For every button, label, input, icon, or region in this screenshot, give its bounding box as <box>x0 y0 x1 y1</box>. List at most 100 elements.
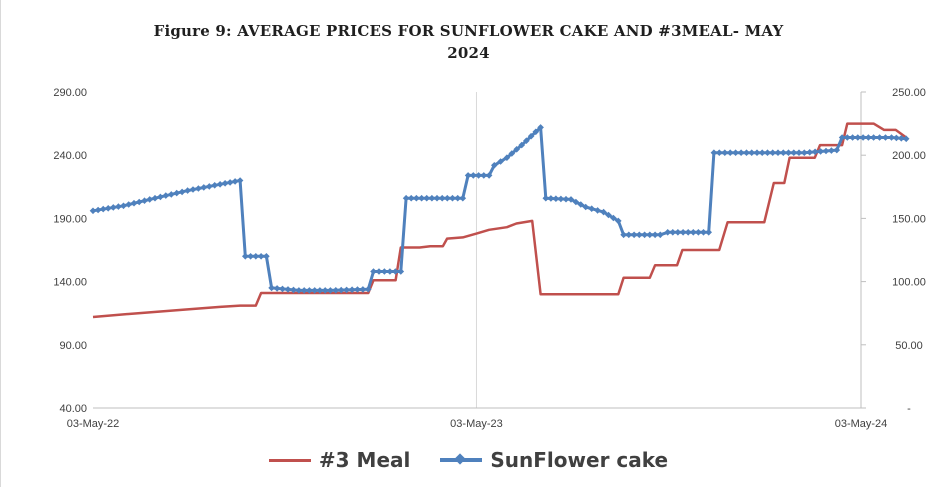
series-point-sunflower <box>184 187 191 194</box>
series-point-sunflower <box>141 197 148 204</box>
series-point-sunflower <box>552 195 560 202</box>
series-point-sunflower <box>523 137 530 144</box>
series-point-sunflower <box>407 194 415 202</box>
series-point-sunflower <box>470 172 477 179</box>
series-point-sunflower <box>888 134 895 141</box>
series-point-sunflower <box>641 231 648 239</box>
series-point-sunflower <box>664 229 671 236</box>
series-point-sunflower <box>753 149 761 156</box>
series-point-sunflower <box>610 214 617 222</box>
series-point-sunflower <box>327 287 334 294</box>
right-y-tick-label: 150.00 <box>892 213 926 225</box>
series-point-sunflower <box>263 253 270 260</box>
series-point-sunflower <box>859 134 867 141</box>
series-point-sunflower <box>542 194 550 202</box>
series-point-sunflower <box>300 287 308 294</box>
series-point-sunflower <box>572 198 580 206</box>
series-point-sunflower <box>513 146 520 153</box>
series-point-sunflower <box>381 268 388 275</box>
series-point-sunflower <box>236 177 244 184</box>
series-point-sunflower <box>247 253 254 260</box>
series-point-sunflower <box>157 193 164 201</box>
series-point-sunflower <box>795 149 803 156</box>
series-point-sunflower <box>428 194 436 202</box>
series-point-sunflower <box>454 194 461 202</box>
series-point-sunflower <box>557 195 565 203</box>
series-point-sunflower <box>173 189 180 197</box>
series-line-meal <box>92 122 907 319</box>
series-point-sunflower <box>527 132 535 140</box>
series-point-sunflower <box>854 134 862 141</box>
series-point-sunflower <box>674 229 682 236</box>
series-point-sunflower <box>615 217 622 225</box>
series-point-sunflower <box>822 147 830 155</box>
series-point-sunflower <box>459 194 467 202</box>
series-point-sunflower <box>449 194 456 202</box>
series-point-sunflower <box>600 208 607 216</box>
series-point-sunflower <box>721 149 729 156</box>
series-point-sunflower <box>146 196 153 203</box>
series-point-sunflower <box>700 229 707 236</box>
series-point-sunflower <box>679 229 687 236</box>
series-point-sunflower <box>882 134 889 141</box>
series-point-sunflower <box>716 149 723 156</box>
series-point-sunflower <box>562 195 570 203</box>
series-point-sunflower <box>290 286 297 294</box>
legend-swatch-meal <box>268 458 311 462</box>
series-point-sunflower <box>168 191 175 198</box>
series-point-sunflower <box>354 286 361 293</box>
series-point-sunflower <box>695 229 702 236</box>
series-point-sunflower <box>444 194 451 202</box>
series-point-sunflower <box>231 178 239 185</box>
series-point-sunflower <box>94 206 102 214</box>
series-point-sunflower <box>726 149 734 156</box>
series-point-sunflower <box>774 149 782 156</box>
series-point-sunflower <box>162 192 170 199</box>
x-tick-label: 03-May-24 <box>835 418 888 430</box>
series-point-sunflower <box>577 201 585 208</box>
series-point-sunflower <box>337 286 345 294</box>
series-point-sunflower <box>125 201 132 208</box>
right-y-tick-label: 100.00 <box>892 277 926 289</box>
series-point-sunflower <box>806 149 813 156</box>
series-point-sunflower <box>397 268 405 275</box>
series-point-sunflower <box>790 149 798 156</box>
series-point-sunflower <box>252 253 260 260</box>
series-point-sunflower <box>625 231 633 239</box>
series-point-sunflower <box>620 231 627 239</box>
series-point-sunflower <box>811 148 819 156</box>
series-point-sunflower <box>279 285 286 293</box>
series-point-sunflower <box>833 146 841 154</box>
series-point-sunflower <box>343 286 350 294</box>
left-y-tick-label: 140.00 <box>53 277 87 289</box>
series-point-sunflower <box>242 253 249 260</box>
series-point-sunflower <box>104 205 112 212</box>
series-point-sunflower <box>705 229 712 236</box>
left-y-tick-label: 240.00 <box>53 150 87 162</box>
series-point-sunflower <box>375 268 383 275</box>
series-point-sunflower <box>636 231 643 239</box>
series-point-sunflower <box>690 229 697 236</box>
left-y-tick-label: 90.00 <box>59 340 87 352</box>
series-layer <box>89 122 910 319</box>
series-point-sunflower <box>475 172 482 179</box>
series-point-sunflower <box>588 205 595 212</box>
series-point-sunflower <box>769 149 776 156</box>
series-point-sunflower <box>780 149 787 156</box>
series-point-sunflower <box>898 135 905 142</box>
series-point-sunflower <box>268 284 275 292</box>
series-point-sunflower <box>870 134 877 141</box>
series-point-sunflower <box>348 286 356 293</box>
series-point-sunflower <box>865 134 872 141</box>
series-point-sunflower <box>876 134 883 141</box>
series-point-sunflower <box>646 231 654 239</box>
series-point-sunflower <box>503 154 511 161</box>
series-point-sunflower <box>418 194 425 202</box>
series-point-sunflower <box>582 203 589 211</box>
series-point-sunflower <box>284 286 292 293</box>
series-point-sunflower <box>758 149 766 156</box>
series-point-sunflower <box>99 205 107 213</box>
series-point-sunflower <box>849 134 856 141</box>
left-y-tick-label: 40.00 <box>59 403 87 415</box>
